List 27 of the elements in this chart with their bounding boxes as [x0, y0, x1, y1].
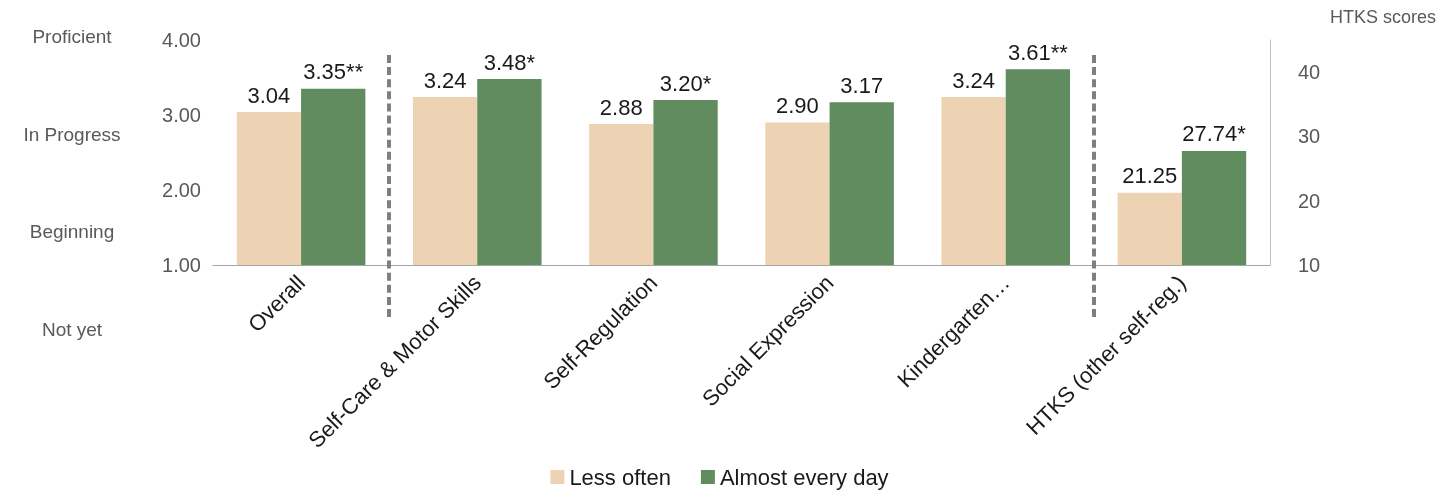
data-label: 3.17 — [840, 72, 884, 98]
text: Beginning — [29, 221, 115, 243]
y2-tick-label: 30 — [1297, 125, 1321, 148]
data-label: 27.74* — [1182, 121, 1247, 147]
data-label: 3.20* — [659, 70, 712, 96]
data-label: 3.24 — [952, 67, 995, 93]
y-tick-label: 4.00 — [162, 29, 201, 51]
y2-tick-label: 20 — [1297, 189, 1321, 212]
y2-tick-label: 10 — [1297, 254, 1321, 276]
legend-label: Less often — [569, 464, 671, 490]
data-label: 3.48* — [483, 49, 536, 75]
y-tick-label: 2.00 — [162, 179, 201, 201]
legend-label: Almost every day — [719, 464, 889, 490]
y2-axis-title: HTKS scores — [1329, 7, 1437, 27]
data-label: 3.24 — [423, 67, 467, 93]
text: Proficient — [32, 26, 113, 47]
data-label: 2.90 — [776, 93, 819, 118]
text: In Progress — [23, 123, 121, 145]
y-tick-label: 3.00 — [162, 104, 201, 126]
text: Not yet — [41, 319, 103, 340]
data-label: 3.04 — [247, 82, 291, 108]
y-tick-label: 1.00 — [162, 254, 201, 276]
data-label: 3.35** — [303, 59, 364, 85]
data-label: 2.88 — [599, 94, 643, 120]
y2-tick-label: 40 — [1297, 61, 1321, 84]
data-label: 3.61** — [1007, 39, 1069, 65]
data-label: 21.25 — [1122, 163, 1178, 189]
